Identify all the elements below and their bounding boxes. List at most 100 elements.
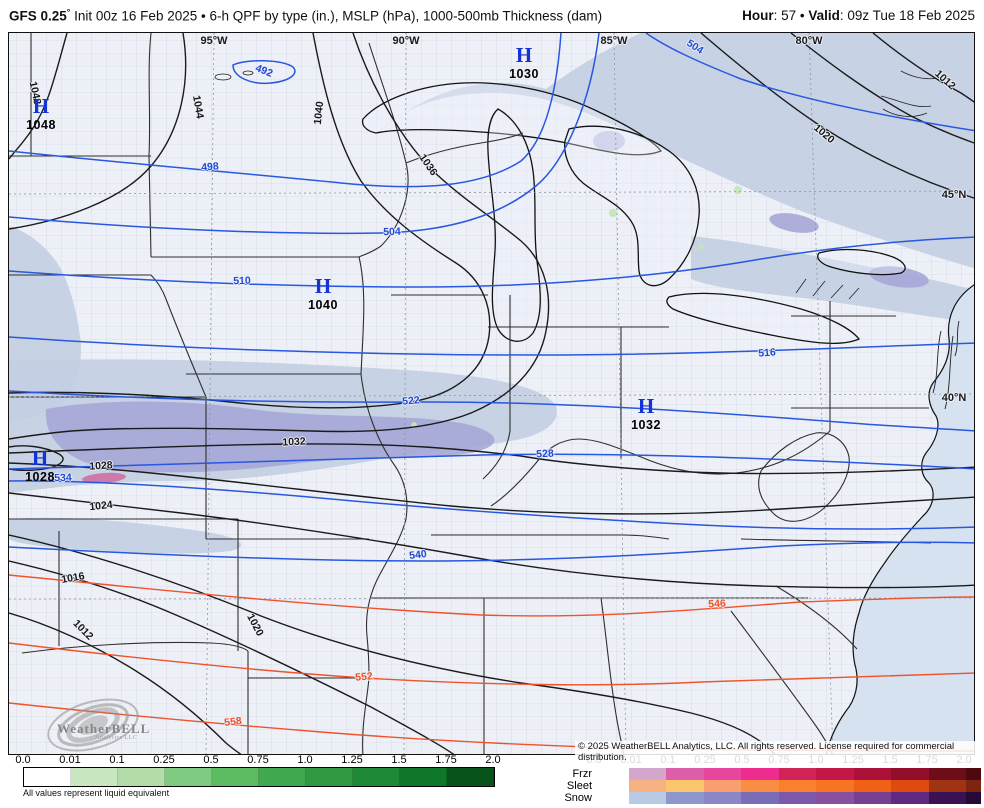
ptype-color-cell — [778, 792, 817, 804]
high-symbol: H — [637, 394, 655, 418]
liquid-tick-label: 2.0 — [485, 754, 501, 766]
liquid-tick-label: 0.1 — [109, 754, 125, 766]
atlantic-ocean — [825, 284, 974, 754]
weather-map: WeatherBELL Analytics LLC 1048 1044 1040 10… — [8, 32, 975, 755]
ptype-colorbar — [629, 792, 981, 804]
liquid-equivalent-legend: 0.0 0.01 0.1 0.25 0.5 0.75 1.0 1.25 1.5 1.75 2.0 A… — [0, 752, 540, 808]
thickness-contours-cold — [9, 33, 974, 562]
high-value: 1028 — [25, 470, 55, 484]
map-title-detail: Init 00z 16 Feb 2025 • 6-h QPF by type (… — [70, 8, 603, 24]
ptype-overflow-cell — [965, 768, 981, 780]
thickness-warm-label: 552 — [354, 670, 374, 684]
liquid-color-cell — [212, 768, 259, 786]
ptype-color-cell — [928, 768, 966, 780]
lake-michigan — [487, 108, 541, 342]
great-lakes — [361, 82, 906, 345]
ptype-color-cell — [703, 780, 742, 792]
thickness-cold-label: 498 — [200, 160, 220, 174]
ptype-color-cell — [853, 792, 892, 804]
model-name: GFS 0.25 — [9, 8, 67, 24]
ptype-color-cell — [853, 768, 892, 780]
liquid-tick-label: 0.75 — [247, 754, 269, 766]
mslp-contour-label: 1024 — [88, 498, 114, 514]
high-value: 1032 — [631, 418, 661, 432]
mslp-contour-label: 1040 — [311, 100, 327, 126]
liquid-color-cell — [400, 768, 447, 786]
ptype-color-cell — [816, 768, 854, 780]
liquid-tick-label: 0.5 — [203, 754, 219, 766]
thickness-cold-label: 540 — [408, 547, 428, 563]
ptype-color-cell — [816, 780, 854, 792]
map-title: GFS 0.25° Init 00z 16 Feb 2025 • 6-h QPF… — [9, 7, 603, 24]
liquid-color-cell — [71, 768, 118, 786]
graticule-label: 40°N — [941, 392, 967, 404]
thickness-cold-label: 492 — [253, 62, 275, 80]
river-marks — [214, 70, 947, 300]
mslp-contour-label: 1028 — [88, 459, 114, 473]
liquid-tick-label: 1.75 — [435, 754, 457, 766]
precip-shading — [9, 33, 974, 554]
liquid-tick-label: 0.01 — [59, 754, 81, 766]
ptype-color-cell — [853, 780, 892, 792]
thickness-cold-label: 534 — [54, 471, 72, 485]
ptype-color-cell — [891, 792, 929, 804]
mslp-contour-label: 1044 — [190, 94, 206, 120]
hour-value: 57 — [781, 8, 797, 23]
mslp-contour-label: 1016 — [60, 570, 86, 586]
high-symbol: H — [314, 274, 332, 298]
thickness-cold-label: 528 — [535, 447, 555, 461]
ptype-colorbar — [629, 768, 981, 780]
liquid-tick-label: 0.0 — [15, 754, 31, 766]
ptype-row-snow: Snow — [550, 792, 984, 804]
liquid-color-cell — [118, 768, 165, 786]
ptype-row-sleet: Sleet — [550, 780, 984, 792]
mslp-contour-label: 1020 — [811, 121, 837, 147]
high-pressure-center: H 1048 — [26, 96, 56, 132]
weatherbell-logo: WeatherBELL Analytics LLC — [31, 697, 171, 754]
thickness-warm-label: 546 — [707, 597, 727, 611]
ptype-overflow-cell — [965, 792, 981, 804]
mslp-contours — [9, 33, 974, 754]
liquid-colorbar — [23, 767, 495, 787]
ptype-row-frzr: Frzr — [550, 768, 984, 780]
ptype-color-cell — [741, 792, 779, 804]
high-pressure-center: H 1032 — [631, 396, 661, 432]
mslp-contour-label: 1012 — [932, 67, 958, 93]
lake-erie — [666, 292, 861, 345]
liquid-tick-label: 0.25 — [153, 754, 175, 766]
ptype-color-cell — [778, 768, 817, 780]
title-bar: GFS 0.25° Init 00z 16 Feb 2025 • 6-h QPF… — [0, 0, 984, 31]
ptype-colorbar — [629, 780, 981, 792]
ptype-row-label: Snow — [564, 792, 592, 804]
hurricane-spiral-icon — [47, 698, 139, 752]
valid-time: Hour: 57 • Valid: 09z Tue 18 Feb 2025 — [742, 8, 975, 23]
graticule-label: 80°W — [795, 35, 823, 47]
ptype-color-cell — [816, 792, 854, 804]
ptype-color-cell — [891, 768, 929, 780]
ptype-color-cell — [666, 780, 704, 792]
ptype-color-cell — [666, 768, 704, 780]
high-value: 1048 — [26, 118, 56, 132]
high-value: 1040 — [308, 298, 338, 312]
mslp-contour-label: 1020 — [244, 611, 266, 639]
valid-value: 09z Tue 18 Feb 2025 — [847, 8, 975, 23]
liquid-color-cell — [165, 768, 212, 786]
ptype-row-label: Sleet — [566, 780, 592, 792]
lake-huron — [564, 125, 700, 287]
weather-map-canvas — [9, 33, 974, 754]
liquid-color-cell — [306, 768, 353, 786]
liquid-color-cell — [24, 768, 71, 786]
ptype-color-cell — [741, 768, 779, 780]
high-pressure-center: H 1040 — [308, 276, 338, 312]
high-value: 1030 — [509, 67, 539, 81]
liquid-tick-label: 1.0 — [297, 754, 313, 766]
mslp-contour-label: 1036 — [416, 151, 440, 179]
liquid-tick-label: 1.5 — [391, 754, 407, 766]
thickness-warm-label: 558 — [223, 714, 243, 730]
ptype-color-cell — [703, 792, 742, 804]
thickness-cold-label: 504 — [383, 225, 401, 239]
mslp-contour-label: 1032 — [282, 435, 306, 449]
copyright-notice: © 2025 WeatherBELL Analytics, LLC. All r… — [575, 741, 984, 763]
high-pressure-center: H 1028 — [25, 448, 55, 484]
